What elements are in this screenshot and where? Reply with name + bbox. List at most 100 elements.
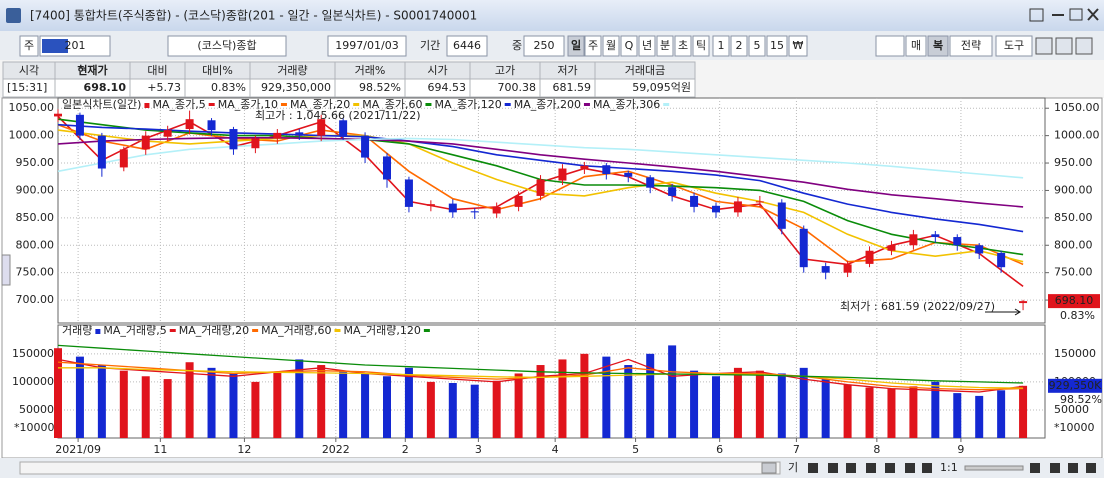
toolbar-label: 주 bbox=[24, 39, 34, 52]
y-tick-label: 1000.00 bbox=[9, 129, 55, 142]
toolbar-field[interactable] bbox=[19, 35, 39, 57]
last-volume: 929,350K bbox=[1049, 379, 1102, 392]
legend-swatch bbox=[353, 103, 360, 106]
volume-bar bbox=[141, 376, 150, 438]
volume-bar bbox=[470, 384, 479, 438]
candle-body bbox=[251, 138, 260, 149]
candle-body bbox=[448, 203, 457, 213]
volume-bar bbox=[119, 370, 128, 438]
legend-swatch bbox=[169, 329, 176, 332]
status-icon[interactable] bbox=[922, 463, 932, 473]
toolbar-field[interactable] bbox=[730, 35, 748, 57]
x-tick-label: 7 bbox=[793, 443, 800, 456]
toolbar-label: 복 bbox=[933, 38, 943, 52]
candle-body bbox=[317, 119, 326, 136]
window-controls[interactable] bbox=[1029, 8, 1099, 22]
legend-swatch bbox=[144, 103, 150, 108]
volume-ma-line bbox=[58, 367, 1024, 389]
candle-body bbox=[514, 195, 523, 207]
toolbar-field[interactable] bbox=[602, 35, 620, 57]
scroll-thumb[interactable] bbox=[761, 462, 777, 474]
toolbar-field[interactable] bbox=[167, 35, 287, 57]
status-icon[interactable] bbox=[1050, 463, 1060, 473]
candle-body bbox=[141, 135, 150, 150]
quote-value: 681.59 bbox=[553, 81, 592, 94]
status-icon[interactable] bbox=[846, 463, 856, 473]
volume-bar bbox=[339, 370, 348, 438]
volume-bar bbox=[690, 370, 699, 438]
y-tick-label-right: 1050.00 bbox=[1054, 101, 1100, 114]
candle-body bbox=[558, 168, 567, 181]
candle-body bbox=[755, 201, 764, 203]
toolbar-label: 월 bbox=[606, 39, 616, 52]
toolbar-field[interactable] bbox=[523, 35, 565, 57]
volume-bar bbox=[97, 365, 106, 438]
status-icon[interactable] bbox=[1068, 463, 1078, 473]
candle-body bbox=[887, 245, 896, 251]
toolbar-icon[interactable] bbox=[1035, 37, 1053, 55]
candle-body bbox=[119, 149, 128, 168]
toolbar-field[interactable] bbox=[748, 35, 766, 57]
candle-body bbox=[997, 252, 1006, 268]
status-icon[interactable] bbox=[885, 463, 895, 473]
toolbar-field[interactable] bbox=[584, 35, 602, 57]
toolbar-field[interactable] bbox=[995, 35, 1033, 57]
side-toggle[interactable] bbox=[1, 254, 11, 286]
volume-bar bbox=[931, 381, 940, 438]
y-tick-label-right: 150000 bbox=[1054, 347, 1096, 360]
toolbar-field[interactable] bbox=[638, 35, 656, 57]
toolbar-field[interactable] bbox=[656, 35, 674, 57]
legend-swatch bbox=[423, 329, 430, 332]
toolbar-field[interactable] bbox=[674, 35, 692, 57]
status-icon[interactable] bbox=[828, 463, 838, 473]
toolbar-icon[interactable] bbox=[1055, 37, 1073, 55]
legend-swatch bbox=[252, 329, 259, 332]
scrollbar[interactable] bbox=[19, 461, 781, 475]
low-annotation: 최저가 : 681.59 (2022/09/27) bbox=[840, 300, 995, 313]
toolbar-field[interactable] bbox=[788, 35, 808, 57]
volume-bar bbox=[207, 367, 216, 438]
candle-body bbox=[207, 120, 216, 131]
ma-line bbox=[57, 137, 1024, 208]
toolbar-icon[interactable] bbox=[1075, 37, 1093, 55]
volume-bar bbox=[843, 384, 852, 438]
unit-label: *10000 bbox=[14, 421, 55, 434]
zoom-slider[interactable] bbox=[964, 465, 1024, 471]
toolbar-field[interactable] bbox=[905, 35, 927, 57]
y-tick-label-right: 750.00 bbox=[1054, 266, 1093, 279]
y-tick-label: 50000 bbox=[19, 403, 54, 416]
toolbar-field[interactable] bbox=[712, 35, 730, 57]
cloud-button[interactable] bbox=[875, 35, 905, 57]
volume-bar bbox=[887, 388, 896, 438]
last-volume-ratio: 98.52% bbox=[1060, 393, 1102, 406]
toolbar-field[interactable] bbox=[949, 35, 993, 57]
volume-bar bbox=[1019, 385, 1028, 438]
toolbar-field[interactable] bbox=[567, 35, 585, 57]
toolbar-field[interactable] bbox=[692, 35, 710, 57]
toolbar-label: 201 bbox=[65, 39, 86, 52]
volume-bar bbox=[295, 359, 304, 438]
toolbar-label: 6446 bbox=[453, 39, 481, 52]
candle-body bbox=[536, 179, 545, 196]
toolbar-field[interactable] bbox=[446, 35, 488, 57]
toolbar-label: 중 bbox=[512, 39, 522, 52]
status-icon[interactable] bbox=[866, 463, 876, 473]
toolbar-field[interactable] bbox=[927, 35, 949, 57]
candle-body bbox=[602, 165, 611, 174]
toolbar-field[interactable] bbox=[327, 35, 407, 57]
volume-bar bbox=[733, 367, 742, 438]
high-annotation: 최고가 : 1,045.66 (2021/11/22) bbox=[255, 109, 421, 122]
volume-bar bbox=[624, 365, 633, 438]
toolbar-field[interactable] bbox=[766, 35, 788, 57]
status-icon[interactable] bbox=[905, 463, 915, 473]
volume-bar bbox=[317, 365, 326, 438]
quote-header: 거래대금 bbox=[625, 64, 665, 77]
volume-bar bbox=[602, 356, 611, 438]
status-icon[interactable] bbox=[808, 463, 818, 473]
status-icon[interactable] bbox=[1086, 463, 1096, 473]
toolbar-label: 1 bbox=[718, 39, 725, 52]
status-icon[interactable] bbox=[1030, 463, 1040, 473]
toolbar-label: 분 bbox=[660, 39, 670, 52]
volume-bar bbox=[536, 365, 545, 438]
toolbar-field[interactable] bbox=[620, 35, 638, 57]
